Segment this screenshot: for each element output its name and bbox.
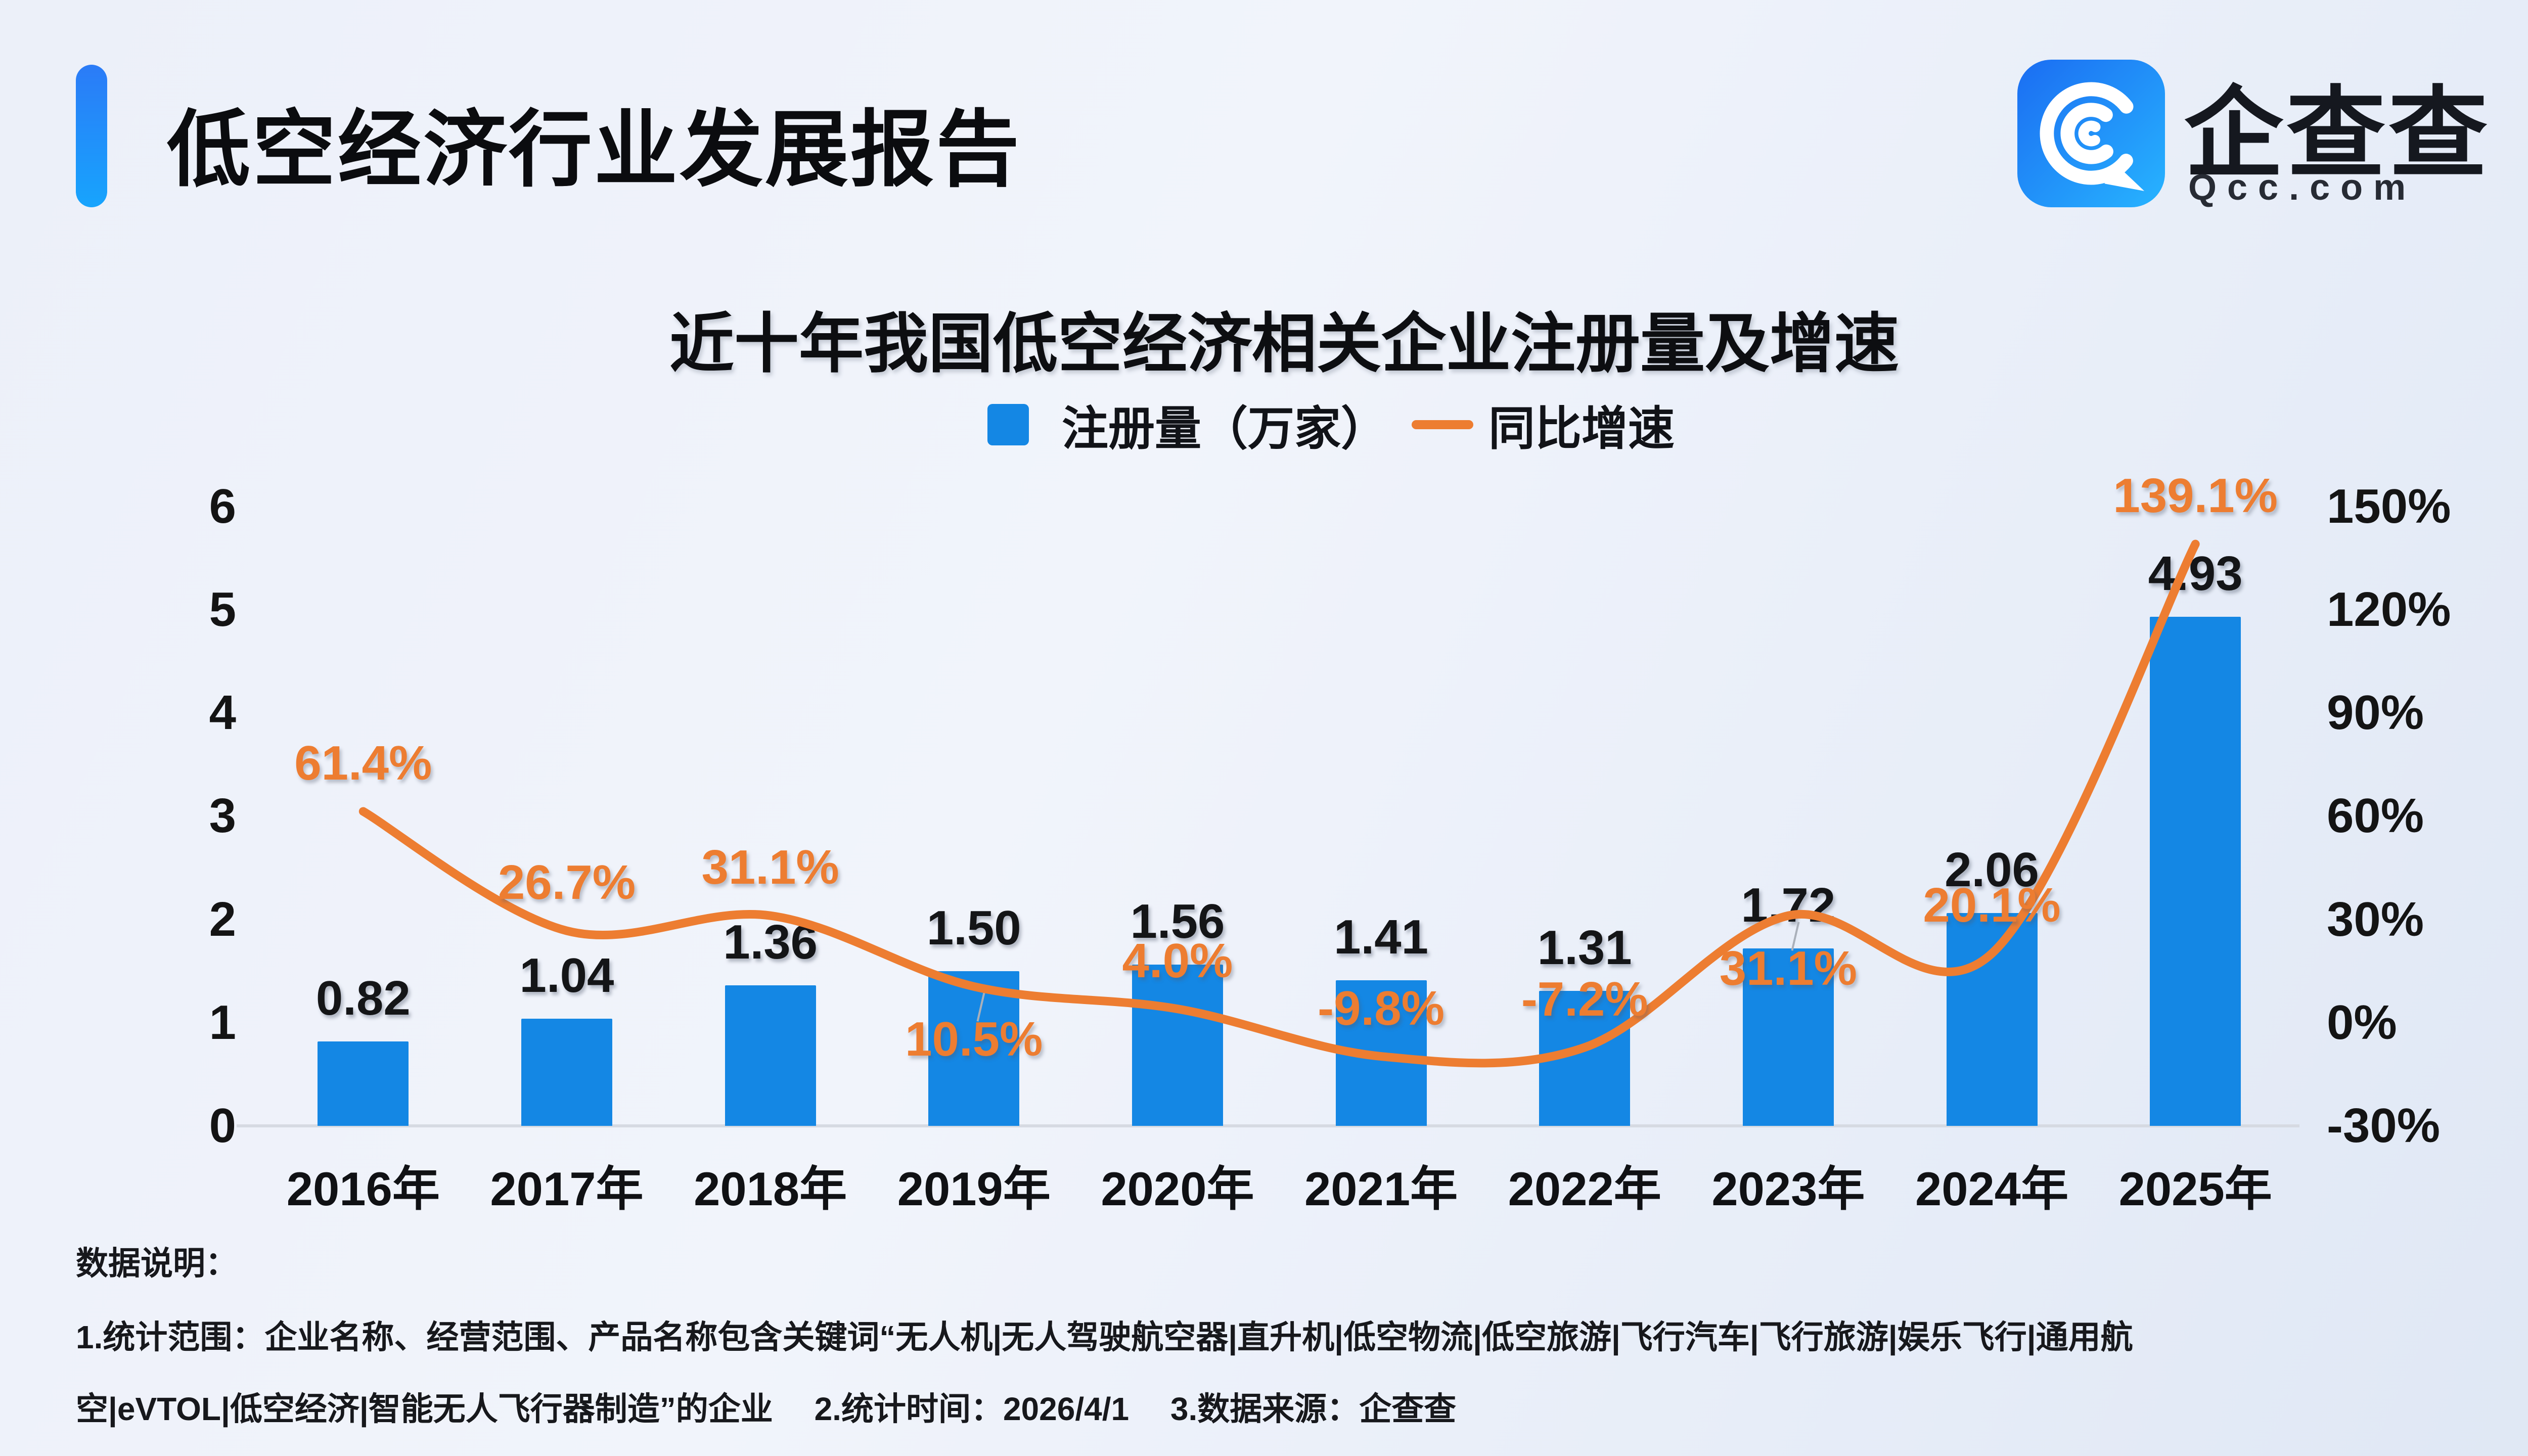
bar-2017年 — [521, 1018, 612, 1126]
y-axis-left-tick: 1 — [209, 995, 236, 1050]
y-axis-right-tick: 120% — [2327, 582, 2451, 637]
bar-value-label: 1.04 — [519, 948, 614, 1003]
bar-value-label: 1.41 — [1334, 910, 1428, 965]
bar-2018年 — [725, 985, 816, 1126]
x-tick-label: 2017年 — [490, 1162, 644, 1215]
title-accent-bar — [76, 65, 107, 207]
y-axis-left-tick: 6 — [209, 479, 236, 533]
footer-heading: 数据说明： — [76, 1245, 238, 1282]
y-axis-right-tick: 30% — [2327, 892, 2424, 946]
bar-2025年 — [2150, 617, 2241, 1126]
page-title: 低空经济行业发展报告 — [167, 103, 1021, 196]
growth-label: 31.1% — [1719, 941, 1857, 996]
x-tick-label: 2019年 — [897, 1162, 1051, 1215]
x-tick-label: 2025年 — [2118, 1162, 2272, 1215]
bar-value-label: 0.82 — [315, 971, 411, 1025]
qcc-logo-text: 企查查 — [2184, 78, 2491, 189]
growth-label: 31.1% — [701, 840, 839, 895]
y-axis-right-tick: -30% — [2327, 1099, 2441, 1153]
growth-label: -7.2% — [1521, 972, 1648, 1026]
growth-label: 26.7% — [498, 855, 636, 910]
legend-line-icon — [1412, 420, 1473, 429]
bar-value-label: 1.56 — [1130, 894, 1225, 949]
x-axis-line — [237, 1124, 2299, 1127]
y-axis-right-tick: 90% — [2327, 686, 2424, 740]
legend-label-growth: 同比增速 — [1488, 403, 1675, 455]
legend-label-registrations: 注册量（万家） — [1062, 403, 1388, 455]
y-axis-right-tick: 60% — [2327, 789, 2424, 843]
x-tick-label: 2016年 — [286, 1162, 440, 1215]
x-tick-label: 2023年 — [1711, 1162, 1865, 1215]
bar-2023年 — [1742, 948, 1834, 1126]
y-axis-left-tick: 5 — [209, 582, 236, 637]
legend-bar-swatch-icon — [987, 404, 1029, 445]
growth-label: 10.5% — [905, 1012, 1043, 1067]
footer-note-line1: 1.统计范围：企业名称、经营范围、产品名称包含关键词“无人机|无人驾驶航空器|直… — [76, 1319, 2133, 1355]
bar-value-label: 1.31 — [1537, 920, 1632, 975]
growth-label: 4.0% — [1122, 933, 1233, 988]
bar-value-label: 1.50 — [926, 900, 1021, 955]
y-axis-left-tick: 2 — [209, 892, 236, 946]
bar-2020年 — [1132, 965, 1223, 1126]
growth-label: 61.4% — [294, 736, 432, 790]
chart-title: 近十年我国低空经济相关企业注册量及增速 — [669, 308, 1900, 380]
x-tick-label: 2022年 — [1508, 1162, 1661, 1215]
growth-label: -9.8% — [1318, 981, 1444, 1035]
bar-2019年 — [928, 971, 1020, 1126]
growth-label: 20.1% — [1923, 878, 2061, 933]
qcc-logo: 企查查 Qcc.com — [2017, 60, 2523, 211]
x-tick-label: 2018年 — [694, 1162, 847, 1215]
y-axis-right-tick: 150% — [2327, 479, 2451, 533]
y-axis-left-tick: 3 — [209, 789, 236, 843]
footer-note-line2: 空|eVTOL|低空经济|智能无人飞行器制造”的企业 2.统计时间：2026/4… — [76, 1391, 1457, 1427]
qcc-logo-domain: Qcc.com — [2188, 167, 2417, 208]
x-tick-label: 2020年 — [1101, 1162, 1254, 1215]
y-axis-left-tick: 4 — [209, 686, 236, 740]
x-tick-label: 2024年 — [1915, 1162, 2069, 1215]
qcc-logo-icon — [2017, 60, 2165, 207]
y-axis-right-tick: 0% — [2327, 995, 2397, 1050]
growth-line — [358, 539, 2200, 1068]
bar-value-label: 4.93 — [2148, 547, 2243, 601]
bar-2016年 — [318, 1041, 409, 1126]
growth-label: 139.1% — [2113, 469, 2278, 523]
y-axis-left-tick: 0 — [209, 1099, 236, 1153]
growth-line-path — [358, 539, 2200, 1068]
x-tick-label: 2021年 — [1304, 1162, 1458, 1215]
bar-value-label: 2.06 — [1945, 843, 2039, 897]
